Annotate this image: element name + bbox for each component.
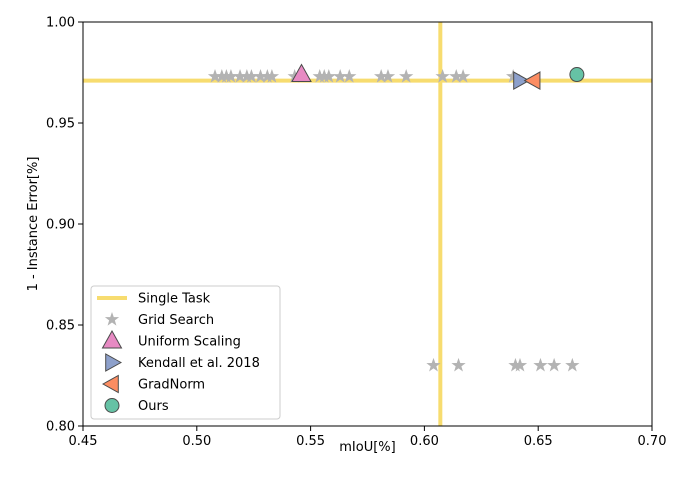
y-axis-label: 1 - Instance Error[%] [26,157,41,292]
y-tick-label: 0.80 [46,420,75,435]
uniform-scaling-point [291,63,312,83]
grid-search-point [533,357,548,372]
legend-entry-grid-search: Grid Search [104,312,214,328]
x-axis-ticks: 0.45 0.50 0.55 0.60 0.65 0.70 [69,426,667,449]
legend-marker [104,312,120,326]
legend-entries: Single Task Grid Search Uniform Scaling Ken… [97,292,260,414]
x-tick-label: 0.65 [524,434,553,449]
grid-search-point [321,69,336,83]
grid-search-point [374,69,389,83]
grid-search-point [435,69,450,83]
legend-label: Single Task [138,292,211,307]
legend-entry-kendall-et-al-2018: Kendall et al. 2018 [105,353,260,372]
grid-search-point [264,69,280,83]
grid-search-point [333,69,348,83]
grid-search-point [449,69,464,83]
legend-label: Kendall et al. 2018 [138,356,260,371]
plot-area [82,21,653,427]
ours-point [569,67,585,83]
legend-entry-single-task: Single Task [97,292,211,307]
y-axis-ticks: 0.80 0.85 0.90 0.95 1.00 [46,16,83,435]
grid-search-point [426,357,441,372]
legend-entry-gradnorm: GradNorm [101,374,205,394]
grid-search-point [342,69,357,83]
grid-search-point [253,69,268,83]
grid-search-point [565,357,580,372]
reference-lines [83,22,652,426]
legend-marker [101,329,123,349]
legend-entry-uniform-scaling: Uniform Scaling [101,329,241,350]
legend-entry-ours: Ours [104,398,169,414]
legend-label: Ours [138,399,169,414]
legend-label: GradNorm [138,378,205,393]
legend-label: Uniform Scaling [138,335,241,350]
y-tick-label: 1.00 [46,16,75,31]
y-tick-label: 0.85 [46,319,75,334]
legend-marker [105,353,123,372]
y-tick-label: 0.95 [46,117,75,132]
x-tick-label: 0.70 [638,434,667,449]
x-tick-label: 0.50 [182,434,211,449]
grid-search-point [223,69,239,83]
grid-search-point [244,69,259,83]
grid-search-point [207,69,223,83]
data-points [207,63,585,372]
grid-search-point [380,69,396,83]
grid-search-point [547,357,562,372]
x-tick-label: 0.45 [69,434,98,449]
grid-search-point [451,357,466,372]
grid-search-point [399,69,414,83]
legend-marker [101,374,119,394]
legend-box [90,285,281,420]
grid-search-point [506,69,521,83]
grid-search-point [512,357,528,372]
x-tick-label: 0.55 [296,434,325,449]
x-axis-label: mIoU[%] [339,440,395,455]
kendall-et-al-2018-point [513,71,531,90]
legend-marker [104,398,120,413]
grid-search-point [232,69,248,83]
grid-search-point [455,69,471,83]
x-tick-label: 0.60 [410,434,439,449]
legend-label: Grid Search [138,313,214,328]
legend: Single Task Grid Search Uniform Scaling Ken… [90,285,281,420]
gradnorm-point [523,71,541,90]
y-tick-label: 0.90 [46,218,75,233]
